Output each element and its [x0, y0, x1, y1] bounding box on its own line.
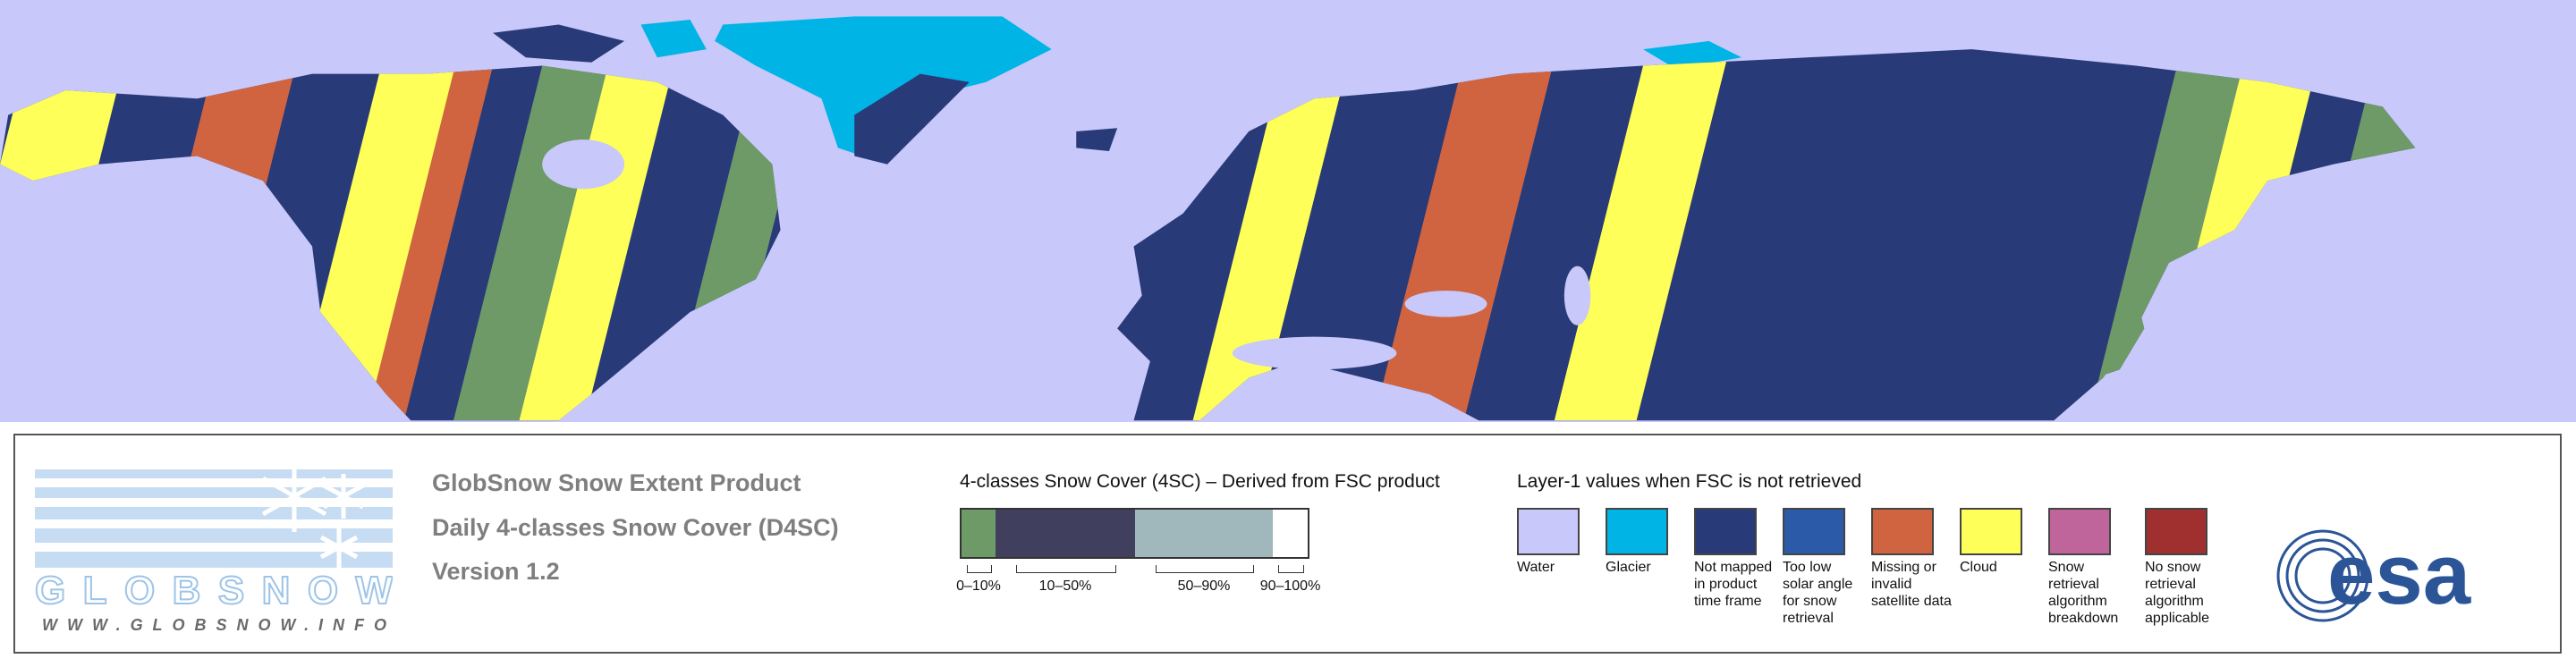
layer1-label: No snow retrieval algorithm applicable	[2145, 560, 2210, 626]
layer1-label: Snow retrieval algorithm breakdown	[2048, 560, 2119, 626]
layer1-label: Not mapped in product time frame	[1694, 560, 1773, 609]
layer1-label: Missing or invalid satellite data	[1871, 560, 1952, 609]
product-version: Version 1.2	[432, 558, 560, 585]
layer1-item: Missing or invalid satellite data	[1871, 508, 1959, 610]
layer1-label: Glacier	[1606, 560, 1651, 575]
snow-cover-bar	[960, 508, 1309, 559]
layer1-swatch	[2048, 508, 2111, 555]
product-title: GlobSnow Snow Extent Product	[432, 469, 801, 496]
snow-class-swatch	[1273, 510, 1308, 557]
globsnow-logo: GLOBSNOW WWW.GLOBSNOW.INFO	[35, 460, 393, 634]
map	[0, 0, 2576, 422]
logo-name: GLOBSNOW	[35, 569, 393, 612]
layer1-item: No snow retrieval algorithm applicable	[2145, 508, 2233, 627]
snow-class-swatch	[1135, 510, 1273, 557]
snow-cover-title: 4-classes Snow Cover (4SC) – Derived fro…	[960, 471, 1440, 492]
esa-text: esa	[2327, 527, 2471, 622]
layer1-swatch	[1960, 508, 2022, 555]
layer1-swatch	[1517, 508, 1580, 555]
snow-class-bracket	[1016, 565, 1116, 573]
snow-class-bracket	[1277, 565, 1305, 573]
layer1-item: Too low solar angle for snow retrieval	[1783, 508, 1870, 627]
logo-url: WWW.GLOBSNOW.INFO	[42, 616, 386, 634]
layer1-label: Cloud	[1960, 560, 1997, 575]
snow-class-label: 90–100%	[1259, 578, 1321, 594]
layer1-swatch	[1694, 508, 1757, 555]
layer1-title: Layer-1 values when FSC is not retrieved	[1517, 471, 1862, 492]
layer1-swatch	[2145, 508, 2207, 555]
esa-logo: esa	[2276, 527, 2471, 622]
layer1-item: Cloud	[1960, 508, 2047, 576]
snow-class-bracket	[1156, 565, 1254, 573]
snow-class-bracket	[966, 565, 993, 573]
inland-water	[542, 139, 1591, 370]
snow-class-swatch	[996, 510, 1135, 557]
layer1-item: Snow retrieval algorithm breakdown	[2048, 508, 2136, 627]
legend-panel: GLOBSNOW WWW.GLOBSNOW.INFO GlobSnow Snow…	[13, 434, 2562, 654]
snow-class-label: 0–10%	[956, 578, 1001, 594]
layer1-item: Not mapped in product time frame	[1694, 508, 1782, 610]
layer1-swatch	[1871, 508, 1934, 555]
product-subtitle: Daily 4-classes Snow Cover (D4SC)	[432, 514, 839, 541]
snow-class-swatch	[962, 510, 996, 557]
land	[493, 16, 1742, 165]
layer1-swatch	[1783, 508, 1845, 555]
layer1-label: Water	[1517, 560, 1555, 575]
layer1-item: Glacier	[1606, 508, 1693, 576]
layer1-swatch	[1606, 508, 1668, 555]
snow-class-label: 50–90%	[1177, 578, 1231, 594]
snow-class-label: 10–50%	[1038, 578, 1092, 594]
layer1-item: Water	[1517, 508, 1605, 576]
layer1-label: Too low solar angle for snow retrieval	[1783, 560, 1853, 626]
